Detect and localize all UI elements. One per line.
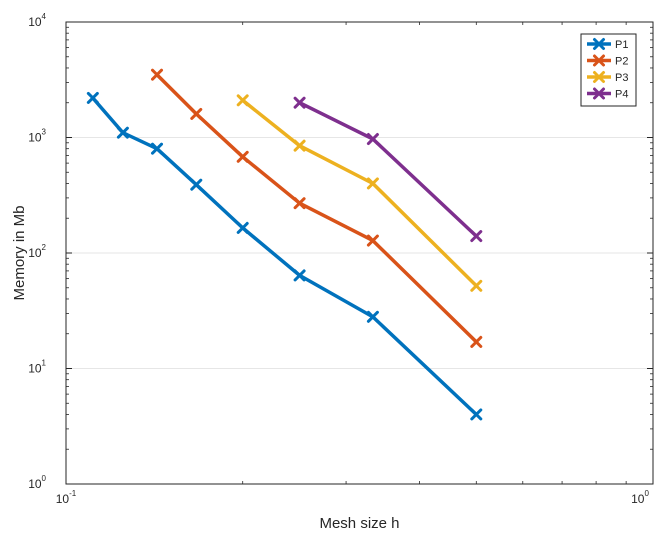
data-point-p2-3 [293, 197, 306, 210]
data-point-p1-6 [366, 310, 379, 323]
data-point-p1-0 [86, 91, 99, 104]
data-point-p3-3 [470, 279, 483, 292]
legend: P1 P2 P3 P4 [580, 33, 637, 107]
data-point-p1-1 [116, 126, 129, 139]
series-line-p3 [241, 98, 478, 288]
series-layer [86, 68, 483, 421]
data-point-p1-5 [293, 269, 306, 282]
y-tick-label-2: 102 [28, 243, 46, 260]
legend-entry-p4: P4 [587, 87, 628, 101]
data-point-p3-1 [293, 139, 306, 152]
data-point-p1-7 [470, 408, 483, 421]
data-point-p2-2 [236, 150, 249, 163]
series-p2 [151, 68, 483, 348]
grid-layer [66, 137, 653, 369]
data-point-p2-1 [190, 107, 203, 120]
x-tick-label-1: 100 [631, 489, 649, 506]
x-tick-label-0: 10-1 [56, 489, 77, 506]
series-line-p2 [155, 73, 478, 344]
legend-label: P1 [615, 39, 628, 51]
series-p4 [293, 96, 483, 243]
legend-label: P3 [615, 72, 628, 84]
y-tick-label-1: 101 [28, 359, 46, 376]
legend-entry-p1: P1 [587, 38, 628, 51]
legend-label: P2 [615, 56, 628, 68]
y-axis-label: Memory in Mb [11, 205, 28, 300]
y-tick-label-0: 100 [28, 474, 46, 491]
data-point-p2-0 [151, 68, 164, 81]
data-point-p3-0 [236, 94, 249, 107]
y-tick-label-3: 103 [28, 128, 46, 145]
data-point-p4-1 [366, 133, 379, 146]
data-point-p4-0 [293, 96, 306, 109]
data-point-p3-2 [366, 177, 379, 190]
legend-label: P4 [615, 89, 628, 101]
data-point-p2-5 [470, 335, 483, 348]
data-point-p1-4 [236, 221, 249, 234]
legend-marker [593, 71, 605, 83]
legend-entry-p2: P2 [587, 54, 628, 68]
data-point-p1-3 [190, 178, 203, 191]
x-axis-label: Mesh size h [319, 515, 399, 532]
data-point-p2-4 [366, 234, 379, 247]
legend-entry-p3: P3 [587, 71, 628, 84]
data-point-p4-2 [470, 230, 483, 243]
legend-marker [593, 54, 605, 67]
series-p1 [86, 91, 483, 421]
tick-layer: 100 101 102 103 104 10-1 100 [28, 12, 654, 506]
data-point-p1-2 [151, 142, 164, 155]
legend-marker [593, 38, 605, 50]
series-p3 [236, 94, 483, 292]
legend-marker [593, 87, 605, 100]
series-line-p1 [91, 96, 478, 416]
y-tick-label-4: 104 [28, 12, 46, 29]
